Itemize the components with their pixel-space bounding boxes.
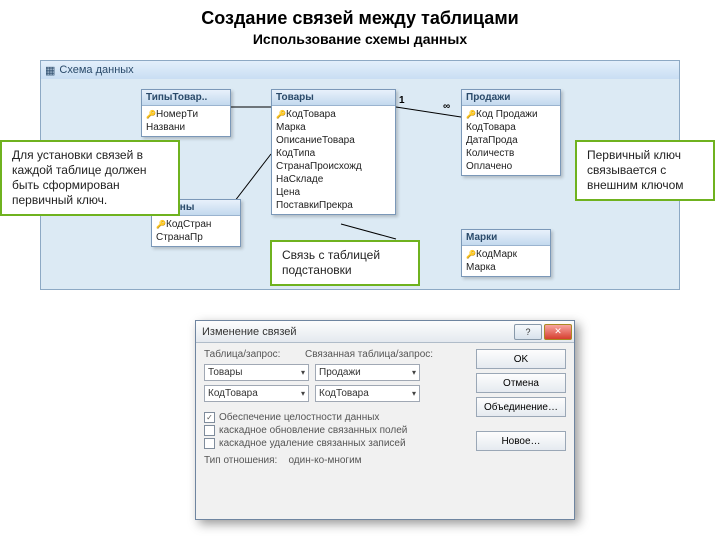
table-fields: 🔑КодСтран СтранаПр: [152, 216, 240, 246]
edit-relationships-dialog: Изменение связей ? ✕ Таблица/запрос: Свя…: [195, 320, 575, 520]
key-icon: 🔑: [156, 218, 164, 226]
dialog-titlebar: Изменение связей ? ✕: [196, 321, 574, 343]
chevron-down-icon: ▾: [412, 368, 416, 377]
label-related: Связанная таблица/запрос:: [305, 349, 435, 360]
table-title: Товары: [272, 90, 395, 106]
table-title: Марки: [462, 230, 550, 246]
db-icon: ▦: [45, 64, 55, 77]
ok-button[interactable]: OK: [476, 349, 566, 369]
checkbox-cascade-delete[interactable]: [204, 438, 215, 449]
checkbox-integrity-label: Обеспечение целостности данных: [219, 412, 379, 423]
dialog-button-column: OK Отмена Объединение… Новое…: [476, 349, 566, 451]
callout-lookup: Связь с таблицей подстановки: [270, 240, 420, 286]
cardinality-many: ∞: [443, 101, 450, 112]
dialog-title: Изменение связей: [202, 326, 297, 338]
key-icon: 🔑: [466, 108, 474, 116]
left-table-combo[interactable]: Товары▾: [204, 364, 309, 381]
callout-foreign-key: Первичный ключ связывается с внешним клю…: [575, 140, 715, 201]
chevron-down-icon: ▾: [301, 389, 305, 398]
label-table: Таблица/запрос:: [204, 349, 299, 360]
callout-primary-key: Для установки связей в каждой таблице до…: [0, 140, 180, 216]
table-goods[interactable]: Товары 🔑КодТовара Марка ОписаниеТовара К…: [271, 89, 396, 215]
checkbox-integrity[interactable]: ✓: [204, 412, 215, 423]
cardinality-one: 1: [399, 95, 405, 106]
table-fields: 🔑Код Продажи КодТовара ДатаПрода Количес…: [462, 106, 560, 175]
relation-type-value: один-ко-многим: [288, 455, 361, 466]
help-button[interactable]: ?: [514, 324, 542, 340]
relation-type-label: Тип отношения:: [204, 455, 277, 466]
checkbox-cascade-delete-label: каскадное удаление связанных записей: [219, 438, 406, 449]
table-title: ТипыТовар..: [142, 90, 230, 106]
checkbox-cascade-update-label: каскадное обновление связанных полей: [219, 425, 407, 436]
right-field-combo[interactable]: КодТовара▾: [315, 385, 420, 402]
join-button[interactable]: Объединение…: [476, 397, 566, 417]
chevron-down-icon: ▾: [301, 368, 305, 377]
right-table-combo[interactable]: Продажи▾: [315, 364, 420, 381]
left-field-combo[interactable]: КодТовара▾: [204, 385, 309, 402]
checkbox-cascade-update[interactable]: [204, 425, 215, 436]
key-icon: 🔑: [276, 108, 284, 116]
table-fields: 🔑НомерТи Названи: [142, 106, 230, 136]
app-title: Схема данных: [59, 64, 133, 76]
table-title: Продажи: [462, 90, 560, 106]
table-fields: 🔑КодМарк Марка: [462, 246, 550, 276]
new-button[interactable]: Новое…: [476, 431, 566, 451]
slide-title: Создание связей между таблицами: [0, 0, 720, 31]
table-sales[interactable]: Продажи 🔑Код Продажи КодТовара ДатаПрода…: [461, 89, 561, 176]
close-button[interactable]: ✕: [544, 324, 572, 340]
chevron-down-icon: ▾: [412, 389, 416, 398]
relation-type-row: Тип отношения: один-ко-многим: [204, 455, 566, 466]
app-titlebar: ▦ Схема данных: [41, 61, 679, 79]
table-fields: 🔑КодТовара Марка ОписаниеТовара КодТипа …: [272, 106, 395, 214]
cancel-button[interactable]: Отмена: [476, 373, 566, 393]
key-icon: 🔑: [466, 248, 474, 256]
table-brands[interactable]: Марки 🔑КодМарк Марка: [461, 229, 551, 277]
slide-subtitle: Использование схемы данных: [0, 31, 720, 53]
key-icon: 🔑: [146, 108, 154, 116]
table-types[interactable]: ТипыТовар.. 🔑НомерТи Названи: [141, 89, 231, 137]
